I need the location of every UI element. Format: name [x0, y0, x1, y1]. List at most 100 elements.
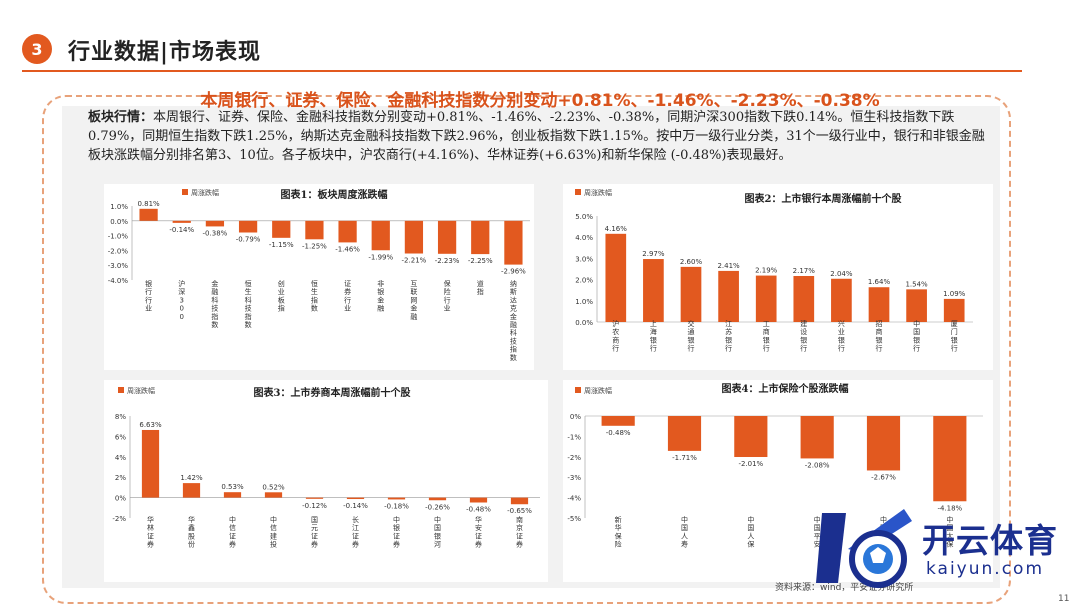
category-label: 恒生指数 — [311, 279, 318, 313]
y-tick-label: 4% — [115, 454, 126, 462]
bar — [906, 289, 927, 322]
source-note: 资料来源：wind，平安证券研究所 — [775, 583, 914, 593]
y-tick-label: 2% — [115, 474, 126, 482]
data-label: -0.65% — [507, 507, 532, 515]
data-label: -0.26% — [425, 503, 450, 511]
category-label: 厦门银行 — [951, 320, 958, 353]
bar — [182, 483, 201, 498]
category-label: 中信证券 — [229, 515, 236, 549]
data-label: -1.99% — [368, 253, 393, 261]
dashed-frame — [42, 95, 1011, 604]
category-label: 工商银行 — [763, 320, 770, 353]
category-label: 沪深 3 0 0 — [178, 279, 185, 321]
legend-label: 周涨跌幅 — [127, 386, 155, 395]
data-label: -2.23% — [435, 257, 460, 265]
category-label: 证券行业 — [344, 280, 351, 313]
bar — [643, 259, 664, 322]
legend-label: 周涨跌幅 — [584, 188, 612, 197]
data-label: 1.42% — [180, 474, 203, 482]
data-label: 2.97% — [642, 250, 665, 258]
category-label: 中信建投 — [270, 515, 277, 549]
data-label: 0.53% — [221, 483, 244, 491]
watermark-en: kaiyun.com — [926, 559, 1045, 579]
data-label: -1.25% — [302, 242, 327, 250]
bar — [667, 416, 702, 451]
data-label: 1.09% — [943, 290, 966, 298]
chart-svg: 图表2：上市银行本周涨幅前十个股 周涨跌幅 5.0% 4.0% 3.0% 2.0% 1.0%… — [575, 188, 973, 353]
data-label: -2.08% — [805, 461, 830, 469]
page-number: 11 — [1058, 594, 1070, 604]
bar — [734, 416, 768, 458]
page-title: 行业数据|市场表现 — [68, 39, 262, 65]
category-label: 江苏银行 — [725, 320, 732, 353]
bar — [264, 492, 283, 498]
chart-svg: 图表3：上市券商本周涨幅前十个股 周涨跌幅 8% 6% 4% 2% 0% -2% 6.63% 华林… — [112, 386, 540, 549]
category-label: 金融科技指数 — [211, 279, 218, 329]
category-label: 新华保险 — [615, 515, 622, 549]
data-label: -0.48% — [606, 429, 631, 437]
data-label: -0.48% — [466, 505, 491, 513]
category-label: 银行行业 — [145, 279, 152, 313]
category-label: 中国银行 — [913, 319, 920, 353]
section-number-badge: 3 — [22, 34, 52, 64]
bar — [172, 220, 191, 223]
data-label: -0.79% — [236, 235, 261, 243]
bar — [510, 497, 529, 505]
data-label: 0.81% — [137, 200, 160, 208]
category-label: 中国银河 — [434, 515, 441, 549]
data-label: -0.18% — [384, 502, 409, 510]
y-tick-label: -3.0% — [108, 262, 129, 270]
category-label: 沪农商行 — [612, 319, 619, 353]
data-label: -4.18% — [937, 504, 962, 512]
header-divider — [22, 70, 1022, 72]
y-tick-label: -2.0% — [108, 247, 129, 255]
data-label: 6.63% — [139, 421, 162, 429]
bar — [238, 220, 258, 233]
headline: 本周银行、证券、保险、金融科技指数分别变动+0.81%、-1.46%、-2.23… — [200, 91, 880, 111]
data-label: 2.17% — [793, 267, 816, 275]
data-label: -2.25% — [468, 257, 493, 265]
bar — [601, 416, 635, 426]
y-tick-label: -1% — [567, 433, 581, 441]
category-label: 长江证券 — [352, 515, 359, 549]
bar — [272, 220, 291, 238]
y-tick-label: 2.0% — [575, 277, 593, 285]
category-label: 纳斯达克金融科技指数 — [510, 279, 517, 362]
chart-title: 图表4：上市保险个股涨跌幅 — [722, 382, 849, 395]
y-tick-label: 8% — [115, 413, 126, 421]
category-label: 国元证券 — [311, 516, 318, 549]
bar — [305, 220, 324, 240]
category-label: 互联网金融 — [410, 280, 417, 321]
category-label: 招商银行 — [876, 319, 883, 353]
y-tick-label: 1.0% — [575, 298, 593, 306]
bar — [471, 220, 490, 255]
watermark-cn: 开云体育 — [922, 521, 1058, 560]
market-summary: 板块行情：本周银行、证券、保险、金融科技指数分别变动+0.81%、-1.46%、… — [88, 108, 996, 165]
y-tick-label: 3.0% — [575, 255, 593, 263]
data-label: 2.60% — [680, 258, 703, 266]
category-label: 中国人寿 — [681, 515, 688, 549]
y-tick-label: -2% — [567, 454, 581, 462]
y-tick-label: -4% — [567, 495, 581, 503]
bar — [346, 497, 365, 500]
bar — [793, 275, 815, 322]
legend-label: 周涨跌幅 — [584, 386, 612, 395]
category-label: 上海银行 — [650, 319, 657, 353]
bar — [437, 220, 457, 254]
data-label: 1.54% — [905, 280, 928, 288]
data-label: -0.14% — [343, 502, 368, 510]
category-label: 兴业银行 — [838, 319, 845, 353]
legend-swatch — [118, 387, 124, 393]
category-label: 华安证券 — [475, 515, 482, 549]
y-tick-label: 5.0% — [575, 213, 593, 221]
y-tick-label: -2% — [112, 515, 126, 523]
category-label: 道指 — [477, 279, 484, 296]
data-label: -1.46% — [335, 245, 360, 253]
bar — [755, 275, 777, 322]
bar — [933, 416, 967, 502]
chart-title: 图表1：板块周度涨跌幅 — [281, 188, 388, 201]
summary-label: 板块行情： — [88, 110, 154, 125]
chart-svg: 图表1：板块周度涨跌幅 周涨跌幅 1.0% 0.0% -1.0% -2.0% -3.0% -4… — [108, 188, 530, 362]
category-label: 中国太保 — [946, 515, 953, 549]
category-label: 创业板指 — [278, 279, 285, 313]
